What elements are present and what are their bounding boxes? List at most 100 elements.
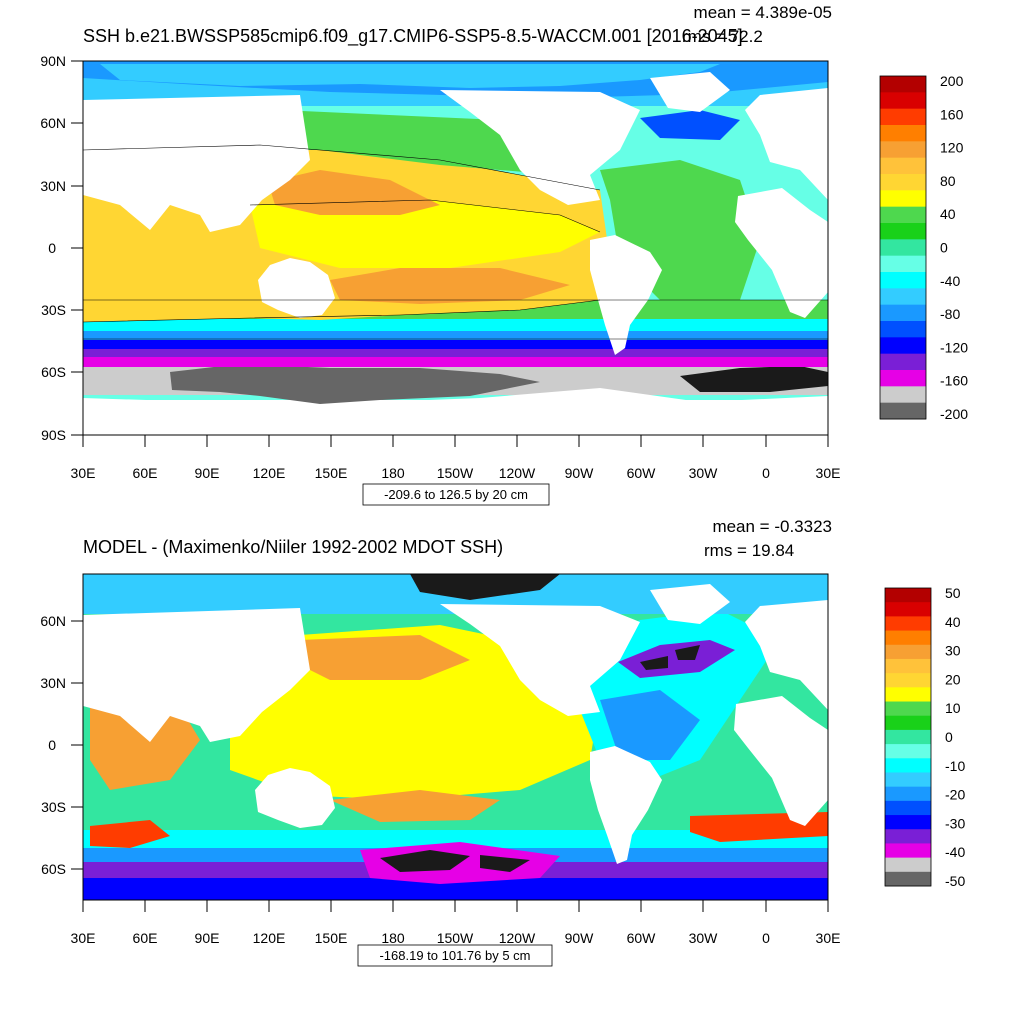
- panel-2-pacific-orange-n: [300, 635, 470, 680]
- panel-2-atlantic-blue: [600, 690, 700, 760]
- colorbar-swatch: [885, 658, 931, 674]
- panel-1-antarctic-dark: [170, 364, 540, 404]
- y-tick-label: 30S: [41, 302, 66, 318]
- colorbar-swatch: [880, 272, 926, 289]
- panel-1-weddell-black: [680, 366, 828, 392]
- panel-2-land-north-america: [440, 604, 640, 716]
- colorbar-swatch: [885, 729, 931, 745]
- y-tick-label: 30N: [40, 178, 66, 194]
- panel-1-southpac-orange: [330, 268, 570, 304]
- panel-2-range-box: [357, 944, 553, 967]
- panel-1-band-purple: [83, 348, 828, 357]
- panel-1-title: SSH b.e21.BWSSP585cmip6.f09_g17.CMIP6-SS…: [83, 26, 743, 47]
- panel-2-pacific-orange-s: [330, 790, 500, 822]
- panel-1-land-antarctica: [83, 388, 828, 435]
- panel-1-band-lightblue: [83, 330, 828, 340]
- x-tick-label: 0: [762, 930, 770, 946]
- colorbar-swatch: [880, 402, 926, 420]
- colorbar-swatch: [880, 141, 926, 159]
- colorbar-label: -50: [945, 873, 965, 889]
- colorbar-label: 40: [940, 206, 956, 222]
- colorbar-swatch: [880, 76, 926, 93]
- colorbar-label: 80: [940, 173, 956, 189]
- panel-2-range-note: -168.19 to 101.76 by 5 cm: [379, 948, 530, 963]
- x-tick-label: 150W: [437, 465, 474, 481]
- colorbar-swatch: [885, 800, 931, 816]
- y-tick-label: 60N: [40, 115, 66, 131]
- panel-2-map: [83, 574, 828, 900]
- colorbar-label: 40: [945, 614, 961, 630]
- colorbar-swatch: [885, 758, 931, 773]
- x-tick-label: 30W: [689, 930, 719, 946]
- colorbar-swatch: [880, 190, 926, 208]
- panel-1-colorbar: 200 160 120 80 40 0 -40 -80 -120 -160 -200: [879, 73, 968, 422]
- panel-2-band-cyan: [83, 830, 828, 848]
- x-tick-label: 120E: [253, 465, 286, 481]
- colorbar-swatch: [880, 92, 926, 110]
- y-tick-label: 60S: [41, 861, 66, 877]
- panel-1-land-australia: [258, 258, 335, 318]
- x-tick-label: 60W: [627, 930, 657, 946]
- panel-1-land-greenland: [650, 72, 730, 112]
- colorbar-label: 0: [945, 729, 953, 745]
- colorbar-swatch: [885, 701, 931, 717]
- x-tick-label: 60W: [627, 465, 657, 481]
- colorbar-swatch: [885, 772, 931, 788]
- colorbar-label: -10: [945, 758, 965, 774]
- x-tick-label: 60E: [133, 930, 158, 946]
- panel-1-kuroshio-orange: [268, 170, 440, 215]
- x-tick-label: 60E: [133, 465, 158, 481]
- x-tick-label: 150E: [315, 930, 348, 946]
- panel-1-contour: [249, 199, 601, 233]
- x-tick-label: 30E: [71, 930, 96, 946]
- colorbar-label: 10: [945, 700, 961, 716]
- colorbar-label: -80: [940, 306, 960, 322]
- y-tick-label: 0: [48, 737, 56, 753]
- x-tick-label: 30E: [816, 465, 841, 481]
- panel-1-band-cyan: [83, 318, 828, 331]
- panel-2-land-asia: [83, 608, 310, 742]
- colorbar-label: -160: [940, 373, 968, 389]
- panel-2-southern-black: [380, 850, 530, 872]
- panel-1-map: [83, 61, 828, 435]
- colorbar-swatch: [880, 386, 926, 404]
- panel-2-land-africa: [734, 696, 828, 826]
- colorbar-label: -20: [945, 787, 965, 803]
- panel-1-range-note: -209.6 to 126.5 by 20 cm: [384, 487, 528, 502]
- panel-2-axis-ticks: [71, 620, 829, 912]
- panel-2-land-greenland: [650, 584, 730, 624]
- panel-2-agulhas-red: [90, 820, 170, 848]
- panel-1-rms: rms = 72.2: [682, 27, 763, 46]
- colorbar-swatch: [880, 157, 926, 175]
- y-tick-label: 0: [48, 240, 56, 256]
- x-tick-label: 90E: [195, 930, 220, 946]
- panel-1-arctic-shelf: [100, 64, 720, 88]
- colorbar-swatch: [880, 223, 926, 240]
- colorbar-label: -30: [945, 815, 965, 831]
- panel-2-arctic-black: [410, 574, 560, 600]
- colorbar-swatch: [885, 715, 931, 731]
- colorbar-swatch: [880, 206, 926, 224]
- colorbar-swatch: [885, 644, 931, 660]
- x-tick-label: 30E: [71, 465, 96, 481]
- panel-1-pacific-yellow: [250, 200, 600, 268]
- colorbar-swatch: [885, 616, 931, 631]
- colorbar-swatch: [880, 370, 926, 387]
- x-tick-label: 30W: [689, 465, 719, 481]
- panel-2-land-europe: [745, 600, 828, 710]
- panel-1-land-asia: [83, 95, 310, 232]
- x-tick-label: 90W: [565, 465, 595, 481]
- panel-1-land-europe: [745, 88, 828, 200]
- colorbar-swatch: [885, 857, 931, 873]
- colorbar-swatch: [885, 843, 931, 859]
- colorbar-swatch: [885, 630, 931, 646]
- x-tick-label: 0: [762, 465, 770, 481]
- panel-2: MODEL - (Maximenko/Niiler 1992-2002 MDOT…: [40, 517, 965, 967]
- y-tick-label: 30N: [40, 675, 66, 691]
- panel-1-range-box: [362, 483, 550, 506]
- panel-2-band-deep: [83, 878, 828, 900]
- panel-2-mean: mean = -0.3323: [712, 517, 832, 536]
- panel-2-land-south-america: [590, 746, 662, 864]
- colorbar-swatch: [880, 239, 926, 257]
